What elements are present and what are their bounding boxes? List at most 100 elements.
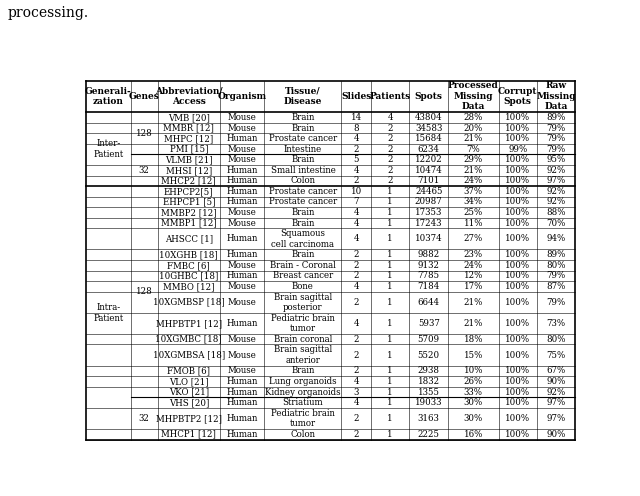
Text: Mouse: Mouse [228, 208, 257, 217]
Text: 37%: 37% [464, 187, 483, 196]
Text: 70%: 70% [546, 219, 566, 228]
Text: 6644: 6644 [418, 298, 440, 307]
Text: 1: 1 [387, 319, 393, 328]
Text: 100%: 100% [505, 250, 530, 259]
Text: 100%: 100% [505, 271, 530, 280]
Text: 7: 7 [353, 197, 359, 206]
Text: 10374: 10374 [415, 235, 442, 244]
Text: Human: Human [227, 319, 258, 328]
Text: 21%: 21% [463, 298, 483, 307]
Text: 100%: 100% [505, 235, 530, 244]
Text: 92%: 92% [547, 387, 566, 396]
Text: Pediatric brain
tumor: Pediatric brain tumor [271, 313, 335, 333]
Text: Patients: Patients [370, 92, 411, 101]
Text: 89%: 89% [546, 113, 566, 122]
Text: Human: Human [227, 177, 258, 186]
Text: 9132: 9132 [418, 261, 440, 270]
Text: 2: 2 [387, 166, 393, 175]
Text: 4: 4 [353, 208, 359, 217]
Text: 3: 3 [353, 387, 359, 396]
Text: 5: 5 [353, 155, 359, 164]
Text: 1: 1 [387, 351, 393, 360]
Text: 14: 14 [351, 113, 362, 122]
Text: Abbreviation/
Access: Abbreviation/ Access [155, 87, 223, 106]
Text: 2: 2 [353, 367, 359, 375]
Text: 5937: 5937 [418, 319, 440, 328]
Text: 100%: 100% [505, 367, 530, 375]
Text: Lung organoids: Lung organoids [269, 377, 337, 386]
Text: 92%: 92% [547, 197, 566, 206]
Text: Human: Human [227, 197, 258, 206]
Text: Colon: Colon [291, 430, 316, 439]
Text: 7%: 7% [467, 145, 480, 154]
Text: 100%: 100% [505, 398, 530, 407]
Text: MHCP2 [12]: MHCP2 [12] [161, 177, 216, 186]
Text: Human: Human [227, 271, 258, 280]
Text: 100%: 100% [505, 351, 530, 360]
Text: Human: Human [227, 235, 258, 244]
Text: Breast cancer: Breast cancer [273, 271, 333, 280]
Text: 12%: 12% [463, 271, 483, 280]
Text: 99%: 99% [508, 145, 527, 154]
Text: VLMB [21]: VLMB [21] [165, 155, 212, 164]
Text: Brain: Brain [291, 367, 315, 375]
Text: 4: 4 [353, 282, 359, 291]
Text: Prostate cancer: Prostate cancer [269, 134, 337, 143]
Text: 32: 32 [139, 166, 150, 175]
Text: 19033: 19033 [415, 398, 442, 407]
Text: 100%: 100% [505, 319, 530, 328]
Text: Mouse: Mouse [228, 124, 257, 132]
Text: 75%: 75% [547, 351, 566, 360]
Text: 4: 4 [353, 219, 359, 228]
Text: 28%: 28% [463, 113, 483, 122]
Text: 2: 2 [387, 145, 393, 154]
Text: 32: 32 [139, 414, 150, 423]
Text: 1: 1 [387, 298, 393, 307]
Text: Mouse: Mouse [228, 145, 257, 154]
Text: 2: 2 [353, 430, 359, 439]
Text: Processed
Missing
Data: Processed Missing Data [448, 81, 499, 111]
Text: Brain sagittal
posterior: Brain sagittal posterior [274, 293, 332, 312]
Text: 5709: 5709 [418, 335, 440, 344]
Text: 2: 2 [387, 124, 393, 132]
Text: 100%: 100% [505, 208, 530, 217]
Text: Inter-
Patient: Inter- Patient [93, 139, 124, 159]
Text: 30%: 30% [464, 398, 483, 407]
Text: 20%: 20% [463, 124, 483, 132]
Text: 43804: 43804 [415, 113, 442, 122]
Text: Brain: Brain [291, 208, 315, 217]
Text: Mouse: Mouse [228, 282, 257, 291]
Text: Mouse: Mouse [228, 367, 257, 375]
Text: 24%: 24% [464, 261, 483, 270]
Text: Squamous
cell carcinoma: Squamous cell carcinoma [271, 229, 335, 248]
Text: 27%: 27% [464, 235, 483, 244]
Text: 100%: 100% [505, 430, 530, 439]
Text: 1: 1 [387, 271, 393, 280]
Text: VHS [20]: VHS [20] [168, 398, 209, 407]
Text: Human: Human [227, 187, 258, 196]
Text: Mouse: Mouse [228, 113, 257, 122]
Text: Human: Human [227, 398, 258, 407]
Text: 1: 1 [387, 398, 393, 407]
Text: 4: 4 [353, 319, 359, 328]
Text: 1: 1 [387, 187, 393, 196]
Text: 4: 4 [353, 398, 359, 407]
Text: FMBC [6]: FMBC [6] [168, 261, 210, 270]
Text: Kidney organoids: Kidney organoids [265, 387, 340, 396]
Text: 1: 1 [387, 414, 393, 423]
Text: 4: 4 [353, 235, 359, 244]
Text: 100%: 100% [505, 377, 530, 386]
Text: 1355: 1355 [418, 387, 440, 396]
Text: 21%: 21% [463, 134, 483, 143]
Text: 15%: 15% [463, 351, 483, 360]
Text: 2: 2 [353, 261, 359, 270]
Text: 100%: 100% [505, 113, 530, 122]
Text: AHSCC [1]: AHSCC [1] [164, 235, 213, 244]
Text: 11%: 11% [463, 219, 483, 228]
Text: Small intestine: Small intestine [271, 166, 335, 175]
Text: 1: 1 [387, 367, 393, 375]
Text: 88%: 88% [546, 208, 566, 217]
Text: Prostate cancer: Prostate cancer [269, 187, 337, 196]
Text: Brain: Brain [291, 124, 315, 132]
Text: 100%: 100% [505, 387, 530, 396]
